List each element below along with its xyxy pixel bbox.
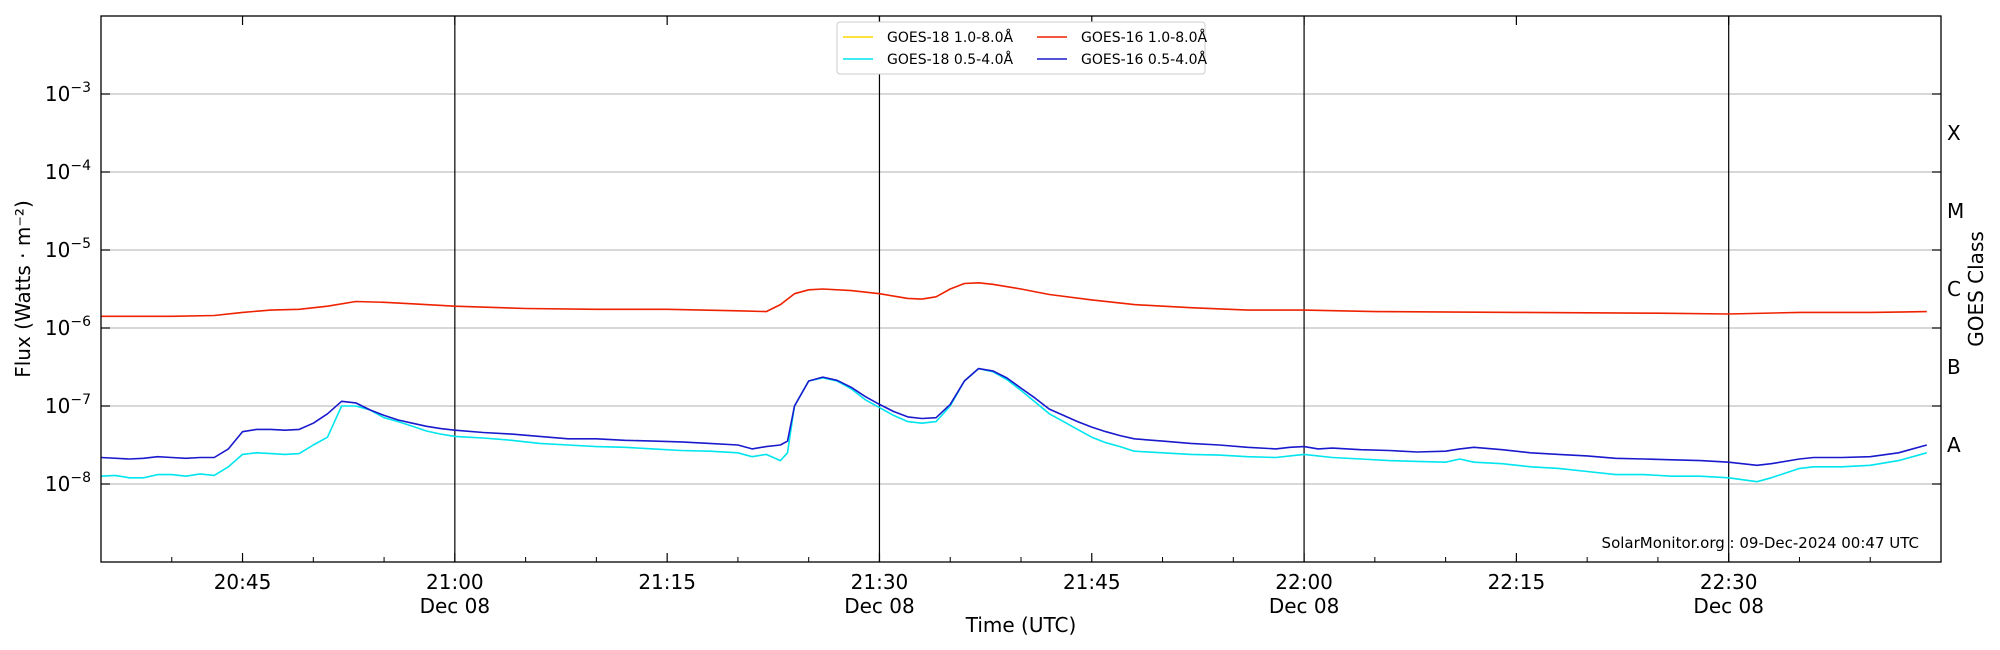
x-tick-date-label: Dec 08 [420, 594, 491, 618]
x-tick-label: 21:00 [426, 570, 484, 594]
x-tick-label: 22:00 [1275, 570, 1333, 594]
goes-class-x: X [1947, 121, 1961, 145]
x-tick-label: 21:30 [851, 570, 909, 594]
x-tick-label: 21:45 [1063, 570, 1121, 594]
legend-entry-label: GOES-16 0.5-4.0Å [1081, 51, 1207, 68]
y-tick-label: 10−5 [45, 236, 91, 262]
goes-class-m: M [1947, 199, 1964, 223]
goes-class-a: A [1947, 433, 1961, 457]
x-tick-label: 22:30 [1700, 570, 1758, 594]
legend-entry-label: GOES-18 1.0-8.0Å [887, 29, 1013, 46]
goes-class-axis-label: GOES Class [1964, 231, 1988, 347]
legend-entry-label: GOES-16 1.0-8.0Å [1081, 29, 1207, 46]
legend-entry-label: GOES-18 0.5-4.0Å [887, 51, 1013, 68]
x-tick-date-label: Dec 08 [844, 594, 915, 618]
watermark: SolarMonitor.org : 09-Dec-2024 00:47 UTC [1602, 534, 1919, 552]
day-marker-lines [454, 16, 1730, 562]
x-axis-label: Time (UTC) [965, 613, 1077, 637]
grid-layer [101, 93, 1941, 485]
x-tick-label: 21:15 [638, 570, 696, 594]
y-axis-label: Flux (Watts · m⁻²) [11, 200, 35, 378]
tick-layer [100, 16, 1941, 562]
y-tick-label: 10−4 [45, 158, 91, 184]
goes-class-c: C [1947, 277, 1961, 301]
x-tick-label: 22:15 [1488, 570, 1546, 594]
y-tick-label: 10−3 [45, 80, 91, 106]
x-tick-date-label: Dec 08 [1269, 594, 1340, 618]
y-tick-labels: 10−8 10−7 10−6 10−5 10−4 10−3 [45, 80, 91, 496]
y-tick-label: 10−8 [45, 470, 91, 496]
series-line [101, 282, 1927, 318]
series-line [100, 367, 1928, 467]
legend-box [836, 21, 1206, 75]
series-layer [100, 282, 1928, 483]
y-tick-label: 10−6 [45, 314, 91, 340]
y-tick-label: 10−7 [45, 392, 91, 418]
goes-class-labels: A B C M X [1947, 121, 1964, 457]
series-line [100, 367, 1928, 483]
goes-class-b: B [1947, 355, 1961, 379]
x-tick-date-label: Dec 08 [1693, 594, 1764, 618]
legend: GOES-18 1.0-8.0Å GOES-18 0.5-4.0Å GOES-16 … [836, 21, 1207, 75]
x-tick-label: 20:45 [214, 570, 272, 594]
